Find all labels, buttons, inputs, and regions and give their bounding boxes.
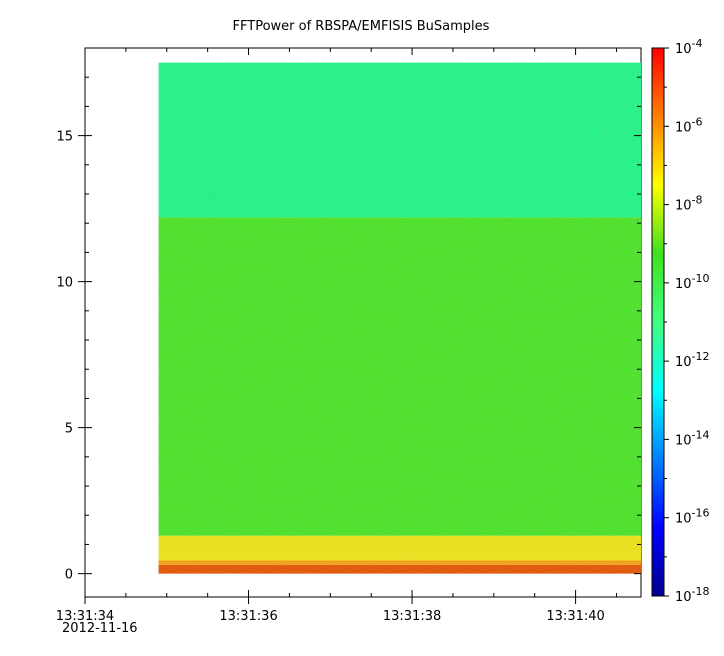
x-date-label: 2012-11-16: [62, 621, 138, 636]
y-axis: 0 5 10 15: [56, 76, 641, 583]
colorbar-tick-label: 10-8: [675, 194, 703, 214]
colorbar-tick-label: 10-14: [675, 428, 710, 448]
colorbar-tick-label: 10-18: [675, 585, 710, 605]
y-tick-label: 10: [56, 276, 73, 291]
colorbar: [651, 47, 665, 597]
x-tick-label: 13:31:40: [546, 609, 604, 624]
x-tick-label: 13:31:38: [383, 609, 441, 624]
chart-title: FFTPower of RBSPA/EMFISIS BuSamples: [233, 19, 490, 34]
colorbar-tick-label: 10-4: [675, 37, 703, 57]
heatmap-texture: [158, 62, 641, 574]
colorbar-tick-label: 10-10: [675, 272, 710, 292]
x-tick-label: 13:31:36: [219, 609, 277, 624]
x-axis: 13:31:34 13:31:36 13:31:38 13:31:40: [56, 48, 617, 624]
colorbar-tick-label: 10-16: [675, 507, 710, 527]
colorbar-tick-label: 10-6: [675, 115, 703, 135]
colorbar-tick-label: 10-12: [675, 350, 710, 370]
x-tick-label: 13:31:34: [56, 609, 114, 624]
y-tick-label: 0: [65, 568, 73, 583]
colorbar-axis: 10-4 10-6 10-8 10-10 10-12 10-14 10-16 10-18: [664, 37, 710, 605]
y-tick-label: 15: [56, 130, 73, 145]
y-tick-label: 5: [65, 422, 73, 437]
